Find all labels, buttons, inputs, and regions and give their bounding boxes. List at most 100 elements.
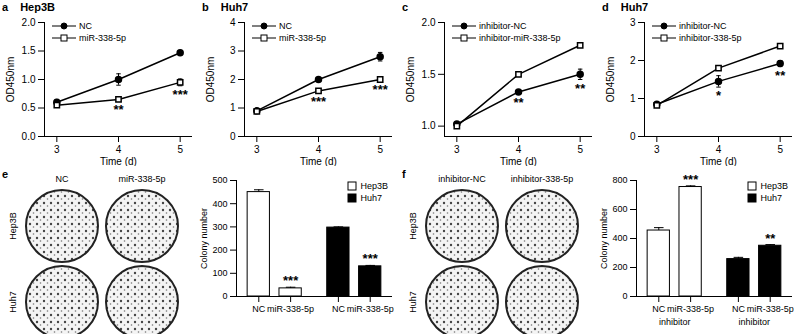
svg-text:2: 2 [630,55,636,66]
svg-text:***: *** [173,87,189,102]
svg-text:OD450nm: OD450nm [205,57,216,103]
svg-text:OD450nm: OD450nm [5,57,16,103]
svg-text:Time (d): Time (d) [300,156,337,167]
svg-text:2.0: 2.0 [22,17,36,28]
html-text:Huh7: Huh7 [220,1,249,13]
svg-text:**: ** [775,68,786,83]
svg-text:4: 4 [316,144,322,155]
html-text:inhibitor-miR-338-5p: inhibitor-miR-338-5p [479,33,561,43]
svg-text:400: 400 [612,233,627,243]
html-text:Hep3B: Hep3B [20,1,55,13]
svg-text:Hep3B: Hep3B [8,212,18,240]
svg-text:500: 500 [212,175,227,185]
svg-text:miR-338-5p: miR-338-5p [267,304,314,314]
svg-text:miR-338-5p: miR-338-5p [667,304,714,314]
html-text:NC: NC [79,21,92,31]
svg-text:5: 5 [177,144,183,155]
svg-text:3: 3 [654,144,660,155]
svg-text:0.5: 0.5 [22,102,36,113]
svg-text:**: ** [513,95,524,110]
svg-text:OD450nm: OD450nm [405,57,416,103]
svg-text:0: 0 [630,131,636,142]
svg-text:200: 200 [212,245,227,255]
svg-text:**: ** [575,81,586,96]
svg-text:1.5: 1.5 [422,69,436,80]
svg-text:Colony number: Colony number [599,208,609,269]
html-text:inhibitor-NC: inhibitor-NC [679,21,727,31]
svg-text:1.5: 1.5 [22,45,36,56]
svg-text:f: f [402,168,406,180]
svg-text:3: 3 [254,144,260,155]
svg-text:Time (d): Time (d) [500,156,537,167]
svg-text:100: 100 [212,268,227,278]
svg-text:Hep3B: Hep3B [408,212,418,240]
html-text:Huh7: Huh7 [360,193,382,203]
svg-text:miR-338-5p: miR-338-5p [747,304,794,314]
html-text:miR-338-5p: miR-338-5p [79,33,126,43]
svg-text:5: 5 [777,144,783,155]
svg-text:NC: NC [252,304,265,314]
svg-text:***: *** [283,273,299,288]
svg-text:miR-338-5p: miR-338-5p [118,174,165,184]
svg-text:***: *** [363,251,379,266]
html-text:c: c [402,1,409,13]
svg-text:Huh7: Huh7 [408,291,418,313]
svg-text:Time (d): Time (d) [700,156,737,167]
svg-text:1: 1 [630,93,636,104]
html-text:Hep3B: Hep3B [760,181,788,191]
svg-text:2: 2 [230,74,236,85]
html-text:Huh7: Huh7 [760,193,782,203]
svg-text:inhibitor-NC: inhibitor-NC [438,174,486,184]
svg-text:200: 200 [612,262,627,272]
html-text:Huh7: Huh7 [620,1,649,13]
html-text:a: a [2,1,9,13]
svg-text:4: 4 [116,144,122,155]
svg-text:2.0: 2.0 [422,17,436,28]
svg-text:4: 4 [716,144,722,155]
svg-text:300: 300 [212,222,227,232]
svg-text:3: 3 [454,144,460,155]
svg-text:***: *** [683,172,699,187]
html-text:NC: NC [279,21,292,31]
html-text:Hep3B: Hep3B [360,181,388,191]
svg-text:3: 3 [54,144,60,155]
svg-text:5: 5 [377,144,383,155]
svg-text:0: 0 [622,291,627,301]
svg-text:OD450nm: OD450nm [605,57,616,103]
svg-text:800: 800 [612,175,627,185]
svg-text:600: 600 [612,204,627,214]
svg-text:***: *** [373,82,389,97]
html-text:inhibitor-338-5p: inhibitor-338-5p [679,33,742,43]
svg-text:***: *** [311,94,327,109]
svg-text:miR-338-5p: miR-338-5p [347,304,394,314]
svg-text:**: ** [765,231,776,246]
svg-text:0: 0 [222,291,227,301]
html-text:b: b [202,1,209,13]
svg-text:Huh7: Huh7 [8,291,18,313]
svg-text:NC: NC [652,304,665,314]
svg-text:0.0: 0.0 [22,131,36,142]
svg-text:NC: NC [56,174,69,184]
svg-text:Colony number: Colony number [199,208,209,269]
svg-text:1.0: 1.0 [22,74,36,85]
svg-text:inhibitor: inhibitor [659,317,691,327]
html-text:miR-338-5p: miR-338-5p [279,33,326,43]
svg-text:4: 4 [516,144,522,155]
svg-text:e: e [2,168,8,180]
svg-text:1.0: 1.0 [422,120,436,131]
svg-text:3: 3 [230,45,236,56]
svg-text:1: 1 [230,102,236,113]
svg-text:*: * [716,88,722,103]
svg-text:inhibitor-338-5p: inhibitor-338-5p [511,174,574,184]
svg-text:5: 5 [577,144,583,155]
svg-text:3: 3 [630,17,636,28]
svg-text:0: 0 [230,131,236,142]
svg-text:Time (d): Time (d) [100,156,137,167]
svg-text:NC: NC [732,304,745,314]
svg-text:**: ** [113,102,124,117]
svg-text:NC: NC [332,304,345,314]
svg-text:inhibitor: inhibitor [739,317,771,327]
html-text:inhibitor-NC: inhibitor-NC [479,21,527,31]
svg-text:4: 4 [230,17,236,28]
svg-text:400: 400 [212,199,227,209]
